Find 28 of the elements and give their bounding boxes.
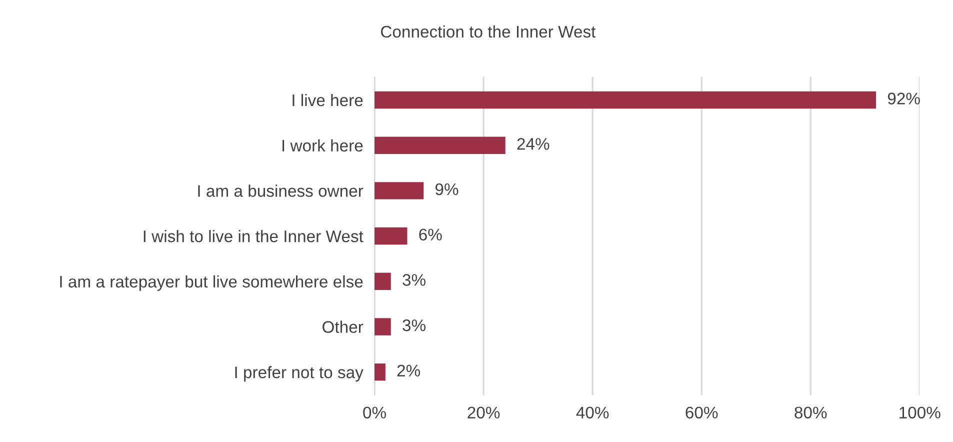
bar xyxy=(374,227,408,245)
data-label: 9% xyxy=(435,183,458,196)
x-tick-label: 100% xyxy=(900,406,940,418)
data-label: 3% xyxy=(402,274,426,286)
y-tick-label: I live here xyxy=(292,94,363,106)
x-tick-label: 20% xyxy=(468,406,500,418)
data-label: 6% xyxy=(419,228,442,240)
bar xyxy=(374,318,391,336)
bar xyxy=(374,272,391,290)
x-tick-label: 60% xyxy=(686,406,718,418)
y-tick-label: Other xyxy=(322,320,364,333)
y-tick-label: I wish to live in the Inner West xyxy=(144,230,364,242)
bar xyxy=(374,363,386,381)
data-label: 24% xyxy=(517,138,550,150)
chart-title: Connection to the Inner West xyxy=(381,25,596,38)
data-label: 3% xyxy=(402,319,426,332)
y-tick-label: I work here xyxy=(282,139,363,152)
x-tick-label: 40% xyxy=(576,406,609,418)
y-tick-label: I am a business owner xyxy=(198,184,364,197)
bar xyxy=(374,182,424,200)
data-label: 2% xyxy=(397,364,420,376)
x-tick-label: 80% xyxy=(794,406,827,418)
data-label: 92% xyxy=(888,92,920,104)
y-tick-label: I am a ratepayer but live somewhere else xyxy=(60,275,363,291)
y-tick-label: I prefer not to say xyxy=(235,366,364,382)
bar xyxy=(374,136,506,154)
bar xyxy=(374,91,876,109)
x-tick-label: 0% xyxy=(363,406,386,418)
